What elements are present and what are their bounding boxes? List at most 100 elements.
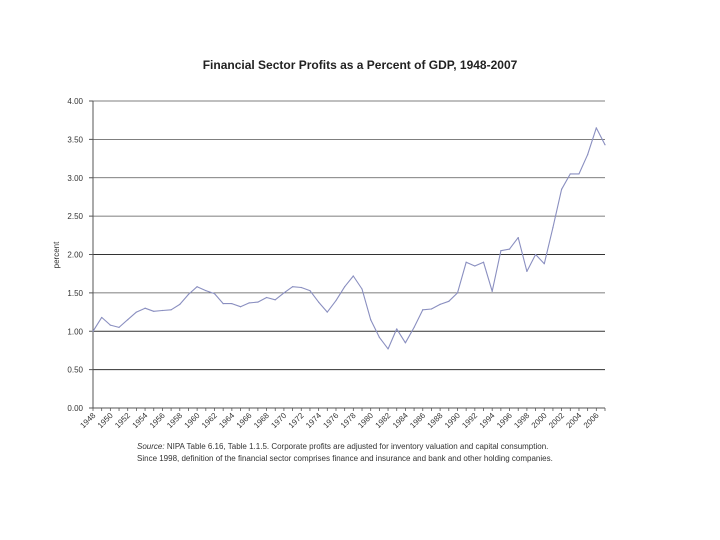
data-point [127,319,129,321]
x-tick-label: 1998 [512,411,531,430]
x-tick-label: 2004 [564,411,583,430]
x-tick-label: 2002 [547,411,566,430]
data-point [552,227,554,229]
y-tick-labels: 0.00 0.50 1.00 1.50 2.00 2.50 3.00 3.50 4.00 [67,97,83,413]
x-tick-label: 1986 [408,411,427,430]
x-tick-label: 1962 [200,411,219,430]
data-point [309,289,311,292]
source-note: Source: NIPA Table 6.16, Table 1.1.5. Co… [137,441,697,465]
data-point [118,326,120,329]
x-tick-label: 1992 [460,411,479,430]
x-tick-label: 1958 [165,411,184,430]
data-point [153,310,155,312]
data-point [456,292,459,294]
x-tick-label: 2000 [530,411,549,430]
x-tick-label: 1978 [339,411,358,430]
data-point [274,299,276,301]
x-tick-label: 1956 [148,411,167,430]
data-point [448,300,450,302]
data-point [404,342,407,344]
x-tick-label: 1984 [391,411,410,430]
x-tick-labels: 1948195019521954195619581960196219641966… [78,411,601,430]
data-point [92,330,94,332]
data-point [482,261,485,263]
x-tick-label: 1976 [321,411,340,430]
chart-title: Financial Sector Profits as a Percent of… [202,58,518,72]
y-tick-label: 1.50 [67,289,83,298]
x-tick-label: 1966 [235,411,254,430]
data-point [500,250,502,252]
x-tick-label: 1948 [78,411,97,430]
data-point [300,286,302,289]
data-point [465,261,467,263]
y-tick-label: 3.00 [67,174,83,183]
data-point [144,307,146,309]
source-label: Source: [137,442,165,451]
data-point [587,154,589,156]
data-point [370,319,372,321]
x-tick-label: 1950 [96,411,115,430]
data-point [361,288,363,290]
x-tick-label: 1980 [356,411,375,430]
source-line-1: Source: NIPA Table 6.16, Table 1.1.5. Co… [137,441,697,453]
data-point [239,306,242,308]
data-point [604,144,606,146]
data-point [352,275,354,277]
x-tick-label: 1952 [113,411,132,430]
data-point [578,173,580,175]
data-point [213,293,216,295]
x-tick-label: 1974 [304,411,323,430]
data-point [378,336,380,338]
x-tick-label: 1988 [426,411,445,430]
data-point [283,292,285,294]
data-point [344,286,346,288]
data-point [205,289,207,292]
data-point [179,303,181,305]
data-point [291,286,294,288]
x-tick-label: 1964 [217,411,236,430]
x-tick-label: 1972 [287,411,306,430]
source-text: NIPA Table 6.16, Table 1.1.5. Corporate … [166,442,549,451]
data-point [526,270,528,272]
y-tick-label: 2.50 [67,212,83,221]
y-tick-label: 1.00 [67,327,83,336]
data-point [222,303,224,305]
y-tick-label: 0.00 [67,404,83,413]
data-point [396,328,398,330]
data-point [430,308,433,310]
x-tick-label: 1996 [495,411,514,430]
series-line [92,127,606,350]
source-line-2: Since 1998, definition of the financial … [137,454,553,463]
x-tick-label: 1982 [374,411,393,430]
data-point [335,299,337,302]
data-point [170,309,172,311]
x-tick-label: 1954 [131,411,150,430]
data-point [248,302,250,304]
data-point [196,286,198,288]
x-tick-label: 1994 [478,411,497,430]
data-point [543,263,545,265]
y-tick-label: 4.00 [67,97,83,106]
y-tick-label: 3.50 [67,135,83,144]
x-tick-label: 1970 [269,411,288,430]
x-tick-label: 2006 [582,411,601,430]
data-point [101,316,103,319]
axes [89,100,606,411]
data-point [231,303,233,305]
data-point [474,265,476,267]
data-point [387,348,389,350]
data-point [508,248,511,250]
data-point [517,237,519,239]
data-point [135,311,137,313]
data-point [257,301,259,303]
y-tick-label: 2.00 [67,251,83,260]
data-point [161,309,164,312]
y-tick-label: 0.50 [67,366,83,375]
data-point [595,127,597,129]
gridlines [93,100,605,371]
x-tick-label: 1960 [183,411,202,430]
y-axis-title: percent [52,241,61,268]
x-tick-label: 1990 [443,411,462,430]
data-point [439,303,441,305]
data-point [422,309,424,311]
